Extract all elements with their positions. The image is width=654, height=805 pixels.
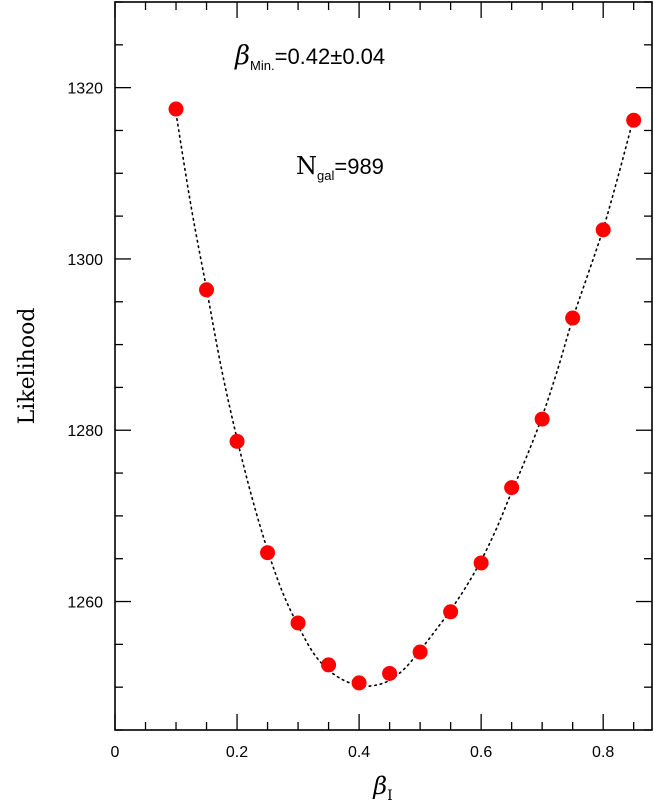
annotation-beta-value: =0.42±0.04 — [275, 44, 386, 69]
annotation-ngal: Ngal=989 — [296, 152, 384, 183]
data-point — [229, 433, 245, 449]
data-point — [565, 310, 581, 326]
data-points — [168, 101, 642, 691]
annotation-ngal-value: =989 — [334, 154, 384, 179]
fit-curve — [175, 112, 635, 687]
data-point — [504, 480, 520, 496]
annotation-ngal-subscript: gal — [317, 168, 334, 183]
x-tick-label: 0.6 — [470, 744, 492, 761]
plot-frame — [114, 1, 653, 731]
data-point — [473, 555, 489, 571]
y-tick-label: 1300 — [67, 252, 103, 269]
x-tick-label: 0.4 — [348, 744, 370, 761]
data-point — [168, 101, 184, 117]
data-point — [382, 665, 398, 681]
y-tick-label: 1260 — [67, 595, 103, 612]
data-point — [626, 112, 642, 128]
data-point — [412, 644, 428, 660]
tick-labels: 0 0.2 0.4 0.6 0.8 1260 1280 1300 1320 — [67, 81, 614, 761]
y-axis-title: Likelihood — [15, 308, 40, 425]
annotation-beta-subscript: Min. — [250, 58, 275, 73]
data-point — [321, 657, 337, 673]
axis-ticks — [114, 1, 652, 731]
annotation-beta-min: βMin.=0.42±0.04 — [234, 41, 385, 73]
y-tick-label: 1320 — [67, 81, 103, 98]
x-axis-title-subscript: I — [387, 788, 393, 804]
x-axis-title: βI — [372, 772, 392, 804]
data-point — [351, 675, 367, 691]
data-point — [534, 411, 550, 427]
data-point — [595, 222, 611, 238]
x-tick-label: 0.2 — [226, 744, 248, 761]
x-axis-title-symbol: β — [372, 772, 387, 800]
y-tick-label: 1280 — [67, 423, 103, 440]
x-tick-label: 0.8 — [592, 744, 614, 761]
data-point — [199, 282, 215, 298]
data-point — [260, 545, 276, 561]
data-point — [290, 615, 306, 631]
data-point — [443, 604, 459, 620]
annotation-ngal-symbol: N — [296, 152, 317, 180]
annotation-beta-symbol: β — [234, 41, 250, 71]
x-tick-label: 0 — [111, 744, 120, 761]
